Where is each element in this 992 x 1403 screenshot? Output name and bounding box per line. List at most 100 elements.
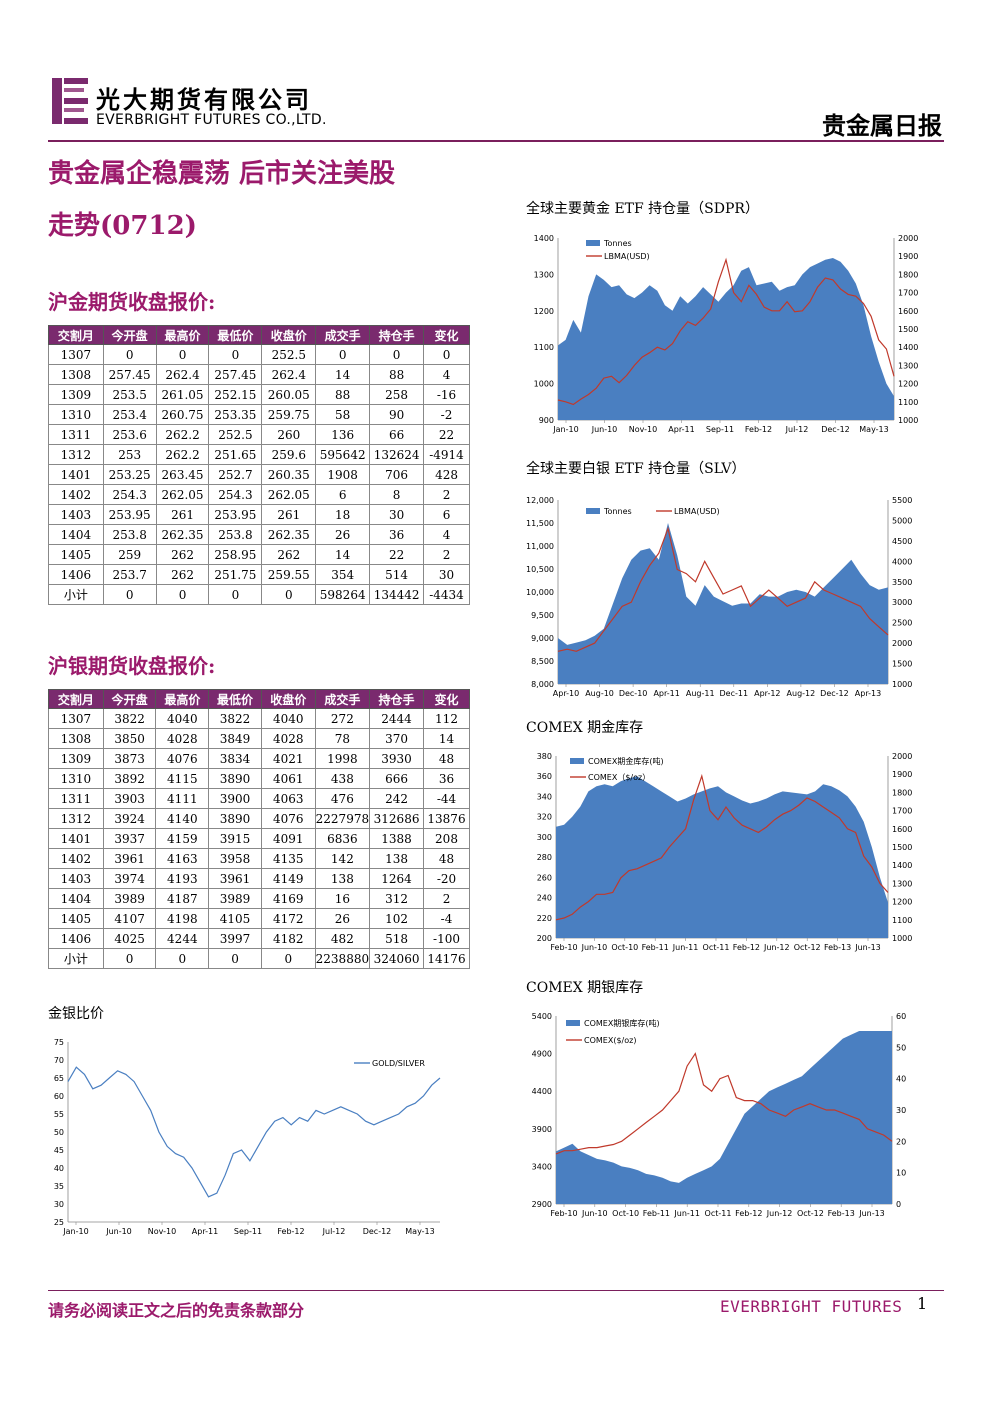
column-header: 交割月 — [48, 689, 104, 709]
column-header: 成交手 — [315, 325, 371, 345]
table-cell: 1307 — [48, 708, 104, 729]
table-cell: 263.45 — [155, 464, 210, 485]
y2-tick-label: 1200 — [892, 898, 912, 907]
table-row: 1403 3974 4193 3961 4149 138 1264 -20 — [48, 868, 470, 889]
table-cell: 4107 — [102, 908, 157, 929]
table-cell: 6 — [315, 484, 371, 505]
table-cell: 252.15 — [208, 384, 263, 405]
table-cell: 1404 — [48, 524, 104, 545]
table-row: 1404 253.8 262.35 253.8 262.35 26 36 4 — [48, 524, 470, 545]
y-tick-label: 75 — [54, 1038, 64, 1047]
table-cell: 3892 — [102, 768, 157, 789]
table-cell: 3890 — [208, 768, 262, 789]
table-cell: 3989 — [208, 888, 262, 909]
y2-tick-label: 1900 — [892, 770, 912, 779]
table-cell: 0 — [315, 344, 371, 365]
table-cell: 36 — [369, 524, 425, 545]
table-cell: 260 — [261, 424, 317, 445]
y2-tick-label: 2000 — [898, 234, 918, 243]
table-row: 1401 3937 4159 3915 4091 6836 1388 208 — [48, 828, 470, 849]
table-cell: 16 — [314, 888, 371, 909]
silver-futures-table: 交割月 今开盘 最高价 最低价 收盘价 成交手 持仓手 变化 1307 3822 4040 3822… — [48, 689, 470, 969]
table-cell: 2227978 — [314, 808, 371, 829]
table-cell: 4028 — [155, 728, 210, 749]
report-type: 贵金属日报 — [822, 111, 942, 140]
legend-swatch — [586, 240, 600, 246]
table-cell: 514 — [369, 564, 425, 585]
table-row: 1402 3961 4163 3958 4135 142 138 48 — [48, 848, 470, 869]
table-row: 1311 253.6 262.2 252.5 260 136 66 22 — [48, 424, 470, 445]
table-cell: 3924 — [102, 808, 157, 829]
x-tick-label: Oct-12 — [797, 1209, 824, 1218]
table-cell: 706 — [369, 464, 425, 485]
column-header: 今开盘 — [102, 689, 157, 709]
table-cell: -4914 — [423, 444, 470, 465]
table-row: 1402 254.3 262.05 254.3 262.05 6 8 2 — [48, 484, 470, 505]
chart-title-silver-etf: 全球主要白银 ETF 持仓量（SLV） — [526, 461, 746, 477]
x-tick-label: Aug-10 — [585, 689, 614, 698]
table-cell: 354 — [315, 564, 371, 585]
y2-tick-label: 1500 — [892, 843, 912, 852]
y-tick-label: 900 — [539, 416, 554, 425]
x-tick-label: Jun-10 — [581, 943, 608, 952]
headline-line2: 走势(0712) — [48, 211, 197, 241]
y-tick-label: 3400 — [532, 1162, 552, 1171]
x-tick-label: Feb-10 — [550, 943, 577, 952]
table-cell: 0 — [155, 344, 210, 365]
y-tick-label: 300 — [537, 833, 552, 842]
y-tick-label: 60 — [54, 1092, 64, 1101]
table-cell: 134442 — [369, 584, 425, 605]
y-tick-label: 1300 — [534, 270, 554, 279]
table-cell: 3997 — [208, 928, 262, 949]
y-tick-label: 30 — [54, 1200, 64, 1209]
y2-tick-label: 40 — [896, 1075, 906, 1084]
y2-tick-label: 50 — [896, 1043, 906, 1052]
table-cell: 253.95 — [208, 504, 263, 525]
table-cell: 14 — [315, 544, 371, 565]
table-cell: 324060 — [369, 948, 425, 969]
y-tick-label: 360 — [537, 772, 552, 781]
y-tick-label: 240 — [537, 894, 552, 903]
column-header: 最低价 — [208, 689, 262, 709]
y2-tick-label: 5000 — [892, 516, 912, 525]
y-tick-label: 2900 — [532, 1200, 552, 1209]
y-tick-label: 11,000 — [526, 542, 554, 551]
table-cell: 3915 — [208, 828, 262, 849]
y2-tick-label: 3000 — [892, 598, 912, 607]
table-cell: 253.6 — [102, 424, 157, 445]
column-header: 持仓手 — [369, 689, 425, 709]
table-cell: 0 — [102, 344, 157, 365]
legend-label: LBMA(USD) — [674, 507, 720, 516]
x-tick-label: Dec-10 — [619, 689, 648, 698]
y-tick-label: 9,500 — [531, 611, 554, 620]
x-tick-label: Dec-12 — [820, 689, 849, 698]
series-line — [555, 773, 889, 921]
table-row: 1309 253.5 261.05 252.15 260.05 88 258 -16 — [48, 384, 470, 405]
y2-tick-label: 1000 — [892, 680, 912, 689]
table-cell: 4091 — [260, 828, 316, 849]
table-cell: 262 — [155, 564, 210, 585]
table-cell: 4169 — [260, 888, 316, 909]
y-tick-label: 10,000 — [526, 588, 554, 597]
y2-tick-label: 1000 — [892, 934, 912, 943]
table-cell: 1402 — [48, 484, 104, 505]
x-tick-label: Feb-11 — [643, 1209, 670, 1218]
table-cell: 253.7 — [102, 564, 157, 585]
column-header: 变化 — [423, 689, 470, 709]
table-cell: 48 — [423, 848, 470, 869]
x-tick-label: Jun-11 — [673, 1209, 700, 1218]
y2-tick-label: 1800 — [892, 788, 912, 797]
table-cell: 4244 — [155, 928, 210, 949]
table-cell: 1308 — [48, 728, 104, 749]
y-tick-label: 260 — [537, 873, 552, 882]
y-tick-label: 4900 — [532, 1050, 552, 1059]
table-cell: 428 — [423, 464, 470, 485]
table-cell: 253.35 — [208, 404, 263, 425]
table-cell: 253 — [102, 444, 157, 465]
comex-silver-chart: 2900 3400 3900 4400 4900 5400 0 10 20 30 40 50 60 Feb… — [532, 1012, 907, 1218]
legend-swatch — [566, 1020, 580, 1026]
column-header: 变化 — [423, 325, 470, 345]
y2-tick-label: 5500 — [892, 496, 912, 505]
table-cell: 1401 — [48, 464, 104, 485]
legend-swatch — [586, 508, 600, 514]
